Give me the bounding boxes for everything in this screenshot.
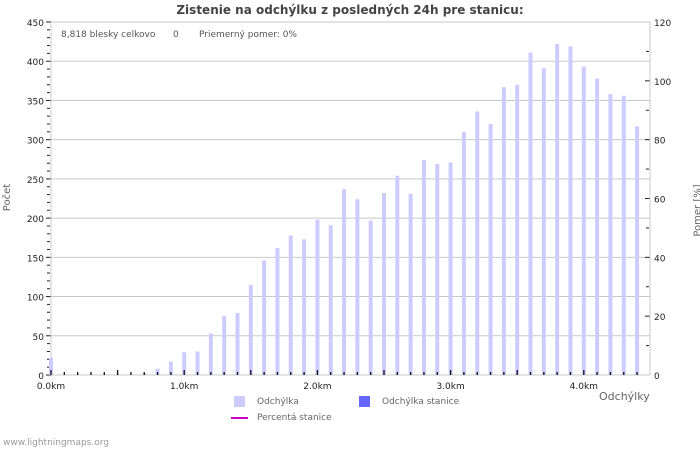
bar-odchylka bbox=[315, 219, 320, 375]
y2-tick-label: 40 bbox=[654, 254, 666, 264]
bar-odchylka bbox=[475, 111, 480, 375]
bar-odchylka bbox=[515, 84, 520, 375]
bar-odchylka bbox=[262, 260, 267, 375]
bar-odchylka bbox=[608, 94, 613, 376]
bar-odchylka bbox=[488, 123, 493, 375]
x-tick-label: 2.0km bbox=[303, 382, 331, 392]
y-tick-label: 200 bbox=[27, 215, 44, 225]
legend-label-percenta-stanice: Percentá stanice bbox=[257, 413, 332, 423]
y2-tick-label: 0 bbox=[654, 372, 660, 382]
y-tick-label: 250 bbox=[27, 176, 44, 186]
bar-odchylka bbox=[49, 357, 53, 375]
bar-odchylka bbox=[595, 78, 600, 375]
average-ratio-text: Priemerný pomer: 0% bbox=[199, 30, 297, 40]
bar-odchylka bbox=[382, 193, 386, 375]
y-tick-label: 300 bbox=[27, 137, 44, 147]
station-count-text: 0 bbox=[173, 30, 179, 40]
bar-odchylka bbox=[555, 43, 560, 375]
legend-label-odchylka-stanice: Odchýlka stanice bbox=[382, 397, 460, 407]
y2-tick-label: 60 bbox=[654, 196, 666, 206]
bar-odchylka bbox=[541, 68, 546, 375]
y2-tick-label: 20 bbox=[654, 313, 666, 323]
chart-title: Zistenie na odchýlku z posledných 24h pr… bbox=[176, 3, 524, 17]
bar-odchylka bbox=[195, 351, 200, 375]
y-tick-label: 0 bbox=[38, 372, 44, 382]
y-tick-label: 350 bbox=[27, 97, 44, 107]
bar-odchylka bbox=[168, 361, 173, 375]
x-tick-label: 4.0km bbox=[570, 382, 598, 392]
bar-odchylka bbox=[248, 284, 253, 375]
bar-odchylka bbox=[395, 175, 400, 375]
y-tick-label: 50 bbox=[33, 333, 45, 343]
y-tick-label: 100 bbox=[27, 294, 44, 304]
bar-odchylka bbox=[275, 247, 280, 375]
legend-label-odchylka: Odchýlka bbox=[257, 397, 299, 407]
y2-tick-label: 100 bbox=[654, 78, 671, 88]
bar-odchylka bbox=[342, 189, 347, 375]
bar-odchylka bbox=[328, 225, 333, 375]
bar-odchylka bbox=[568, 46, 573, 375]
bar-odchylka bbox=[501, 87, 506, 375]
bar-odchylka bbox=[302, 239, 307, 375]
bar-odchylka bbox=[222, 316, 227, 375]
legend-swatch-odchylka-stanice bbox=[359, 396, 370, 407]
y2-tick-label: 80 bbox=[654, 137, 666, 147]
bar-odchylka bbox=[461, 131, 466, 375]
y-tick-label: 150 bbox=[27, 254, 44, 264]
legend-swatch-odchylka bbox=[234, 396, 245, 407]
y-tick-label: 450 bbox=[27, 19, 44, 29]
bar-odchylka bbox=[182, 352, 187, 375]
bar-odchylka bbox=[408, 193, 413, 375]
total-strikes-text: 8,818 blesky celkovo bbox=[61, 30, 156, 40]
x-tick-label: 0.0km bbox=[37, 382, 65, 392]
bar-odchylka bbox=[448, 162, 453, 375]
bar-odchylka bbox=[435, 163, 440, 375]
bar-odchylka bbox=[581, 66, 586, 376]
y-axis-right-label: Pomer [%] bbox=[692, 184, 700, 237]
x-tick-label: 3.0km bbox=[436, 382, 464, 392]
legend-line-percenta-stanice bbox=[231, 417, 248, 419]
x-tick-label: 1.0km bbox=[170, 382, 198, 392]
bar-odchylka bbox=[288, 235, 293, 375]
bar-odchylka bbox=[208, 333, 213, 375]
y2-tick-label: 120 bbox=[654, 19, 671, 29]
footer-source-link[interactable]: www.lightningmaps.org bbox=[3, 438, 109, 448]
bar-odchylka bbox=[368, 220, 373, 375]
bar-odchylka bbox=[421, 160, 426, 375]
bar-odchylka bbox=[635, 126, 640, 375]
bar-odchylka bbox=[528, 52, 533, 376]
x-axis-label: Odchýlky bbox=[599, 390, 650, 403]
bar-odchylka bbox=[621, 95, 626, 375]
y-tick-label: 400 bbox=[27, 58, 44, 68]
bar-odchylka bbox=[235, 313, 240, 375]
bar-odchylka bbox=[155, 368, 160, 375]
y-axis-left-label: Počet bbox=[2, 183, 14, 212]
bar-odchylka bbox=[355, 199, 360, 375]
